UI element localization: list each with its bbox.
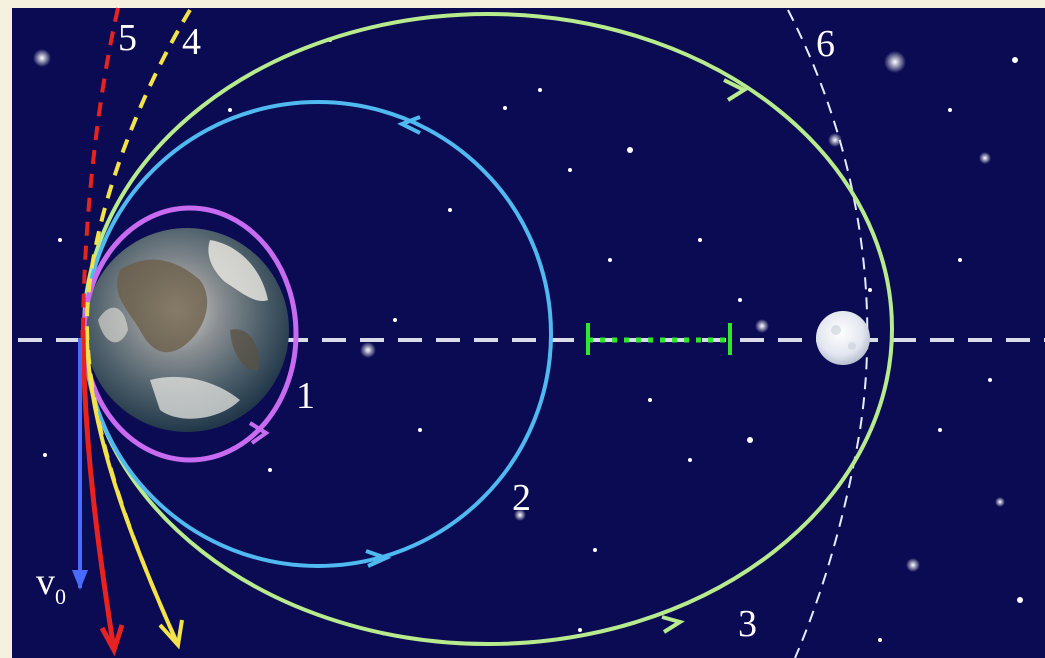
- orbit-4-trajectory: [84, 8, 192, 646]
- orbit-3-arrow-bottom: [661, 615, 685, 634]
- orbit-5-arrow: [99, 624, 125, 657]
- velocity-label-subscript: 0: [55, 584, 66, 609]
- focus-segment: [586, 323, 732, 355]
- orbit-6-trajectory: [787, 9, 869, 658]
- orbit-4-trajectory-solid: [85, 339, 180, 646]
- earth-icon: [85, 228, 289, 432]
- velocity-label: v: [36, 561, 55, 603]
- orbit-2-label: 2: [512, 477, 531, 519]
- orbit-5-label: 5: [118, 17, 137, 59]
- orbit-4-arrow: [158, 619, 184, 650]
- orbit-6-label: 6: [816, 23, 835, 65]
- star-field: [33, 38, 1023, 642]
- velocity-arrowhead: [72, 570, 88, 590]
- orbit-1-arrow: [248, 421, 270, 445]
- orbit-3-label: 3: [738, 603, 757, 645]
- orbit-2-arrow-top: [397, 115, 421, 135]
- orbit-1-label: 1: [296, 375, 315, 417]
- orbit-3-arrow-top: [723, 78, 749, 102]
- moon-icon: [816, 311, 870, 365]
- orbit-2-arrow-bottom: [365, 549, 392, 568]
- orbit-5-trajectory-solid: [80, 329, 117, 651]
- orbit-4-label: 4: [182, 21, 201, 63]
